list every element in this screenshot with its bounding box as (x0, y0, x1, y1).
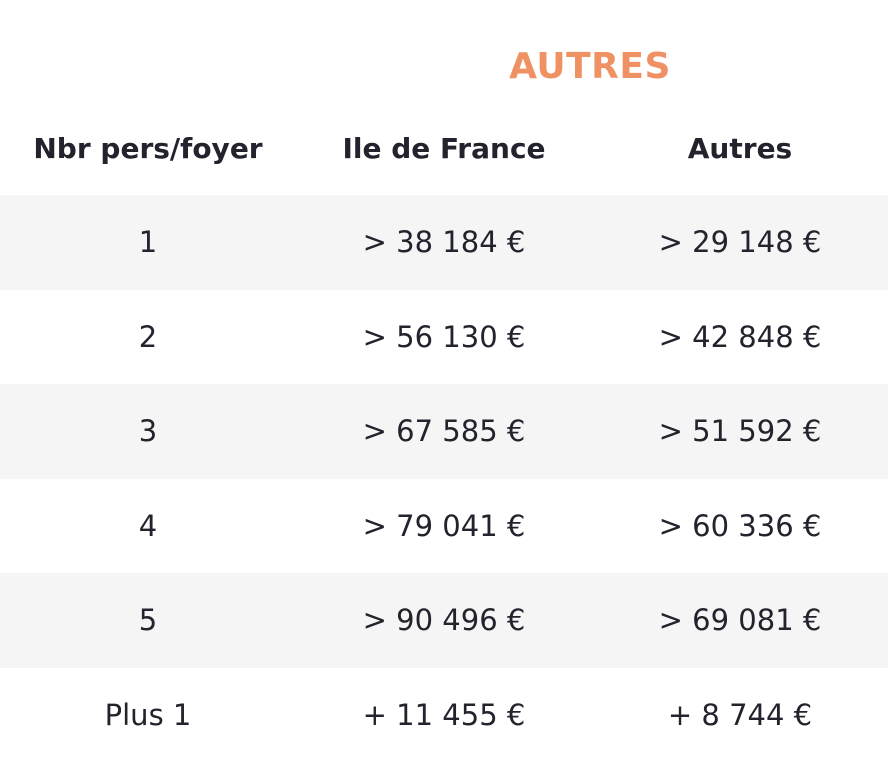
table-row: 2 > 56 130 € > 42 848 € (0, 290, 888, 385)
header-persons: Nbr pers/foyer (33, 132, 263, 165)
cell-ile-de-france: > 38 184 € (362, 225, 526, 260)
cell-autres: > 51 592 € (658, 414, 822, 449)
table-row: 1 > 38 184 € > 29 148 € (0, 195, 888, 290)
cell-autres: > 29 148 € (658, 225, 822, 260)
cell-persons: Plus 1 (104, 697, 192, 732)
cell-ile-de-france: > 67 585 € (362, 414, 526, 449)
group-title: AUTRES (509, 46, 671, 87)
cell-ile-de-france: > 56 130 € (362, 319, 526, 354)
cell-autres: + 8 744 € (667, 697, 813, 732)
cell-ile-de-france: > 90 496 € (362, 603, 526, 638)
cell-ile-de-france: > 79 041 € (362, 508, 526, 543)
header-ile-de-france: Ile de France (342, 132, 546, 165)
table-row: 5 > 90 496 € > 69 081 € (0, 573, 888, 668)
table-header: Nbr pers/foyer Ile de France Autres (0, 126, 888, 172)
table-row: Plus 1 + 11 455 € + 8 744 € (0, 668, 888, 763)
cell-ile-de-france: + 11 455 € (362, 697, 526, 732)
cell-persons: 5 (138, 603, 158, 638)
header-autres: Autres (687, 132, 793, 165)
cell-autres: > 69 081 € (658, 603, 822, 638)
cell-persons: 1 (138, 225, 158, 260)
cell-persons: 3 (138, 414, 158, 449)
cell-autres: > 42 848 € (658, 319, 822, 354)
cell-persons: 4 (138, 508, 158, 543)
table-body: 1 > 38 184 € > 29 148 € 2 > 56 130 € > 4… (0, 195, 888, 762)
table-row: 3 > 67 585 € > 51 592 € (0, 384, 888, 479)
cell-persons: 2 (138, 319, 158, 354)
table-row: 4 > 79 041 € > 60 336 € (0, 479, 888, 574)
cell-autres: > 60 336 € (658, 508, 822, 543)
